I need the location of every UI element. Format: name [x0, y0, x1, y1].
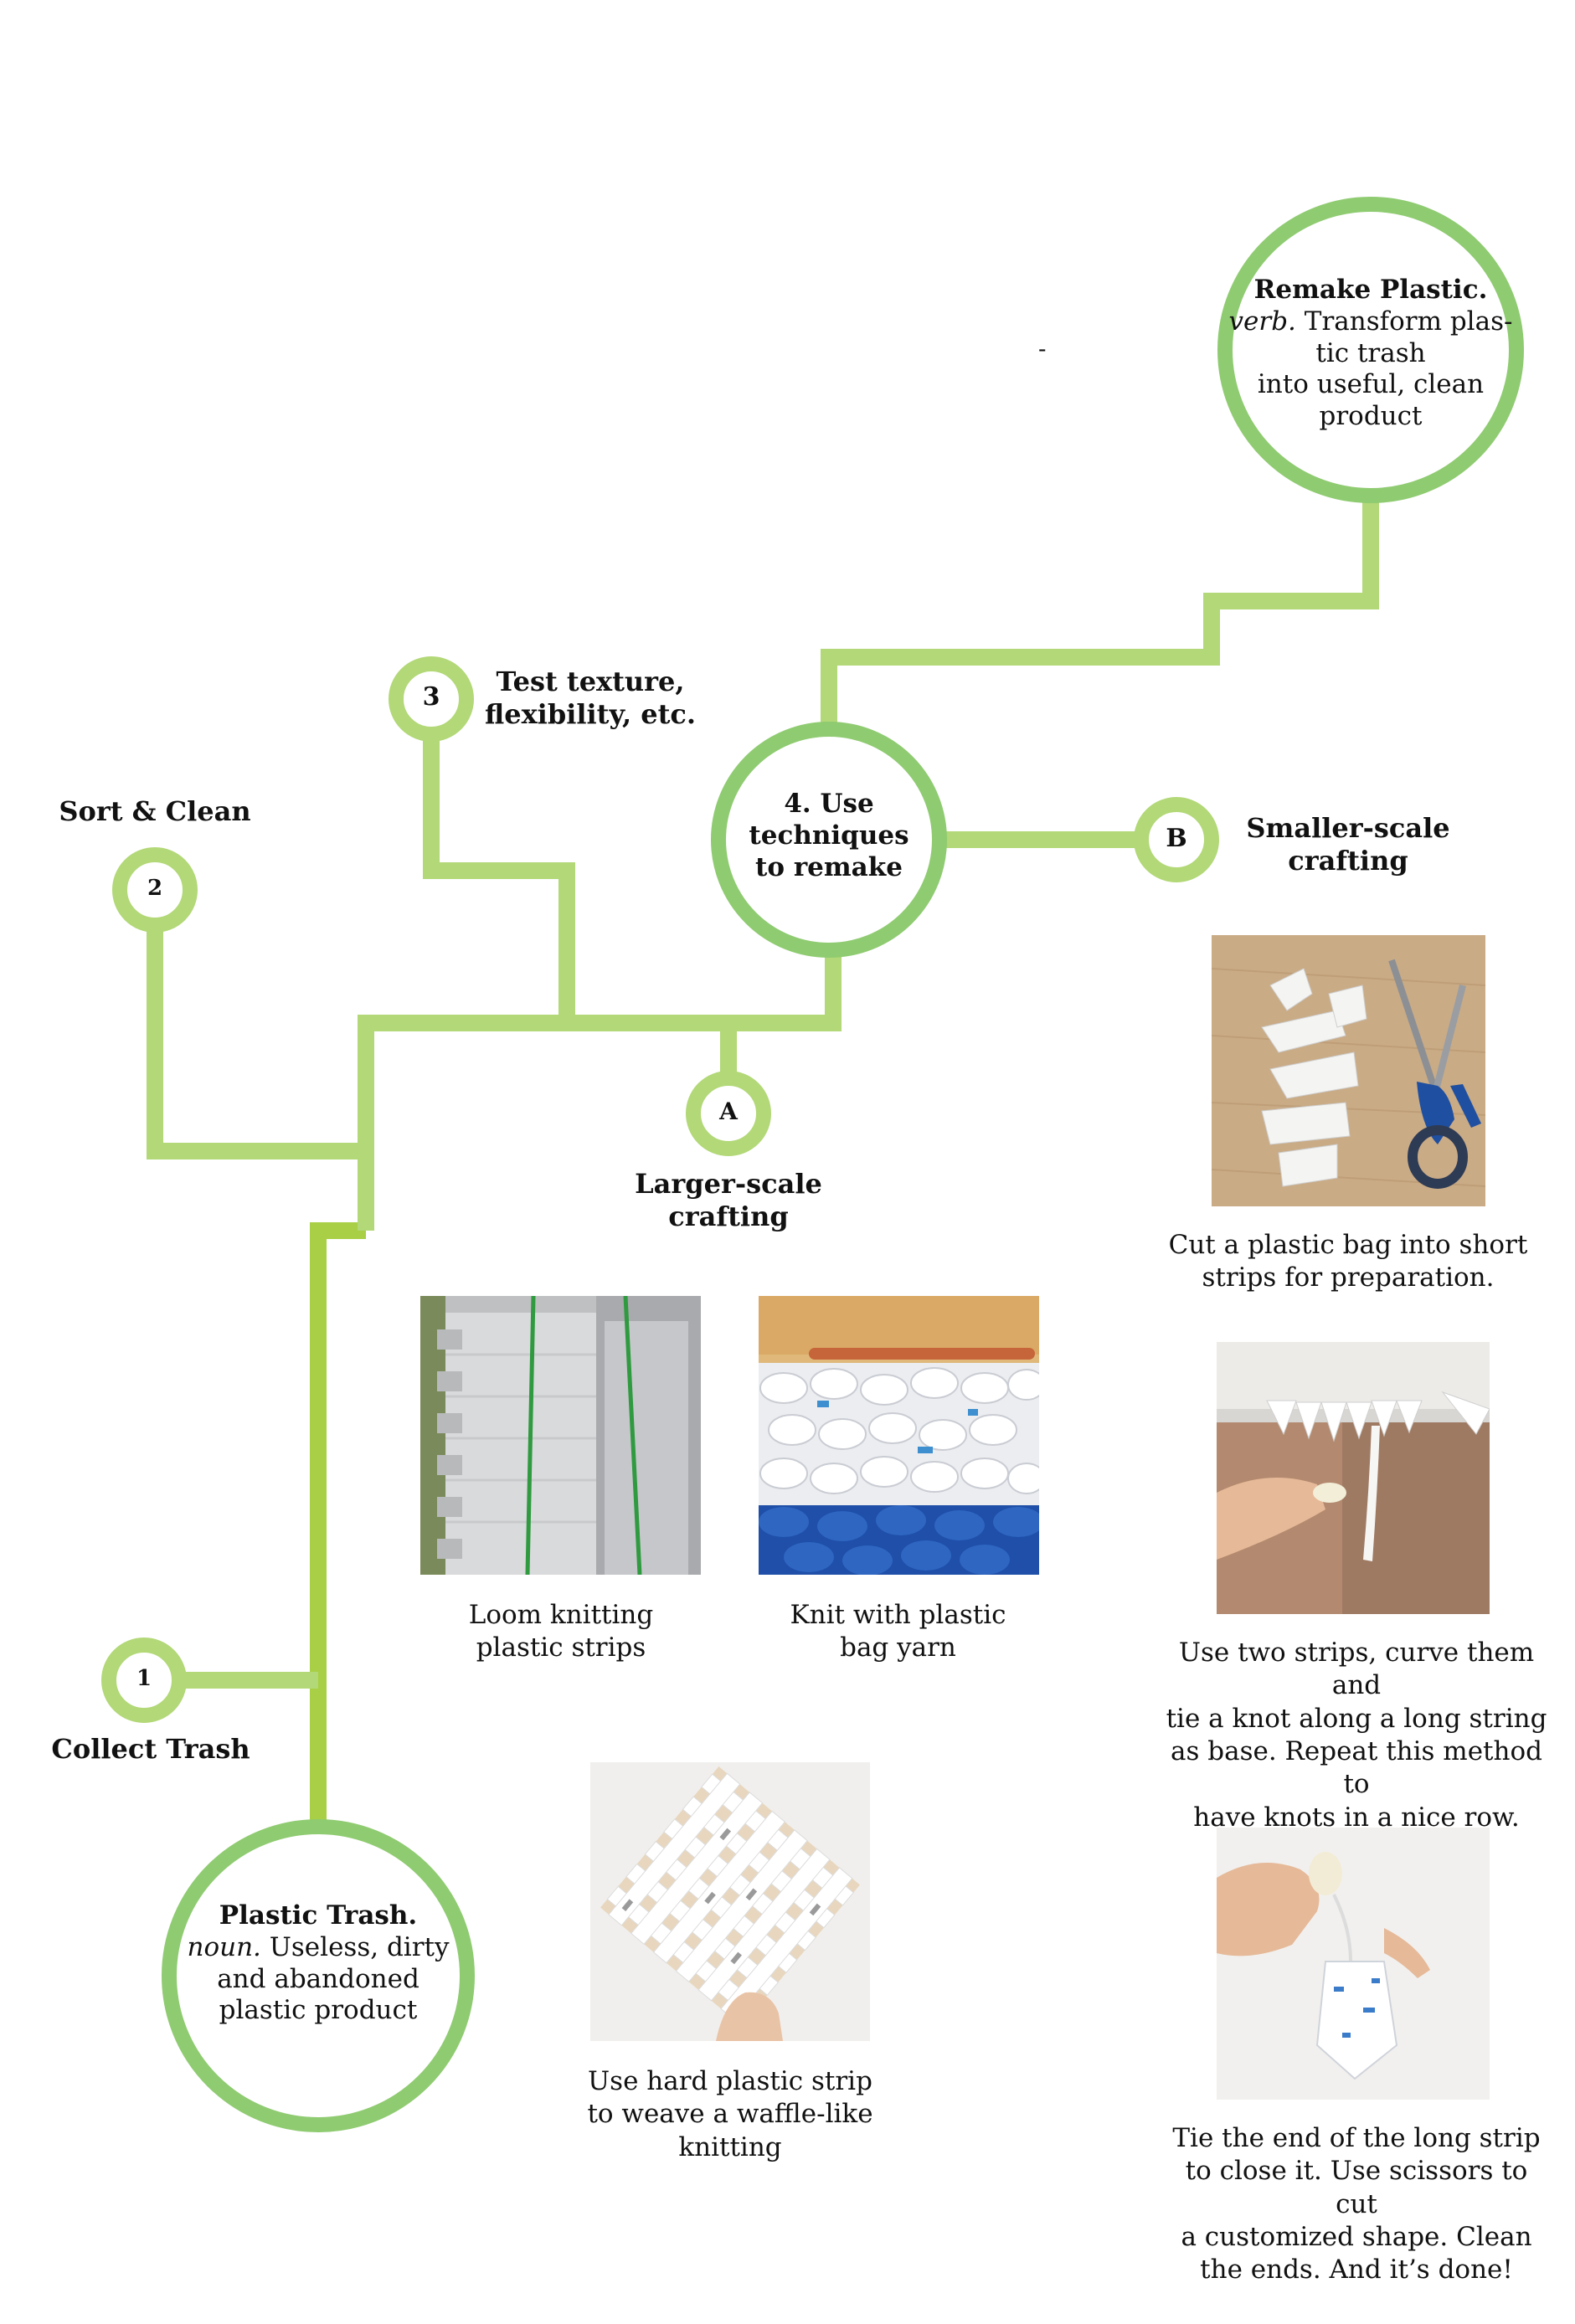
finish-caption-line4: the ends. And it’s done! — [1200, 2255, 1513, 2285]
circles — [101, 197, 1524, 2132]
finish-caption-line1: Tie the end of the long strip — [1172, 2123, 1541, 2153]
finish-caption-line2: to close it. Use scissors to cut — [1185, 2156, 1528, 2219]
start-definition: Plastic Trash. noun. Useless, dirty and … — [176, 1900, 461, 2027]
end-definition-line2: tic trash — [1315, 337, 1426, 368]
branchB-label-line2: crafting — [1288, 845, 1408, 877]
step3-circle — [389, 656, 474, 742]
branchA-label-line1: Larger-scale — [635, 1168, 822, 1200]
knot-caption: Use two strips, curve them and tie a kno… — [1164, 1637, 1549, 1834]
end-pos: verb. — [1228, 306, 1296, 337]
step2-circle — [112, 847, 198, 933]
start-definition-line2: and abandoned — [217, 1963, 419, 1994]
branchB-circle — [1134, 797, 1219, 882]
step1-circle — [101, 1638, 187, 1723]
step4-label-line1: 4. Use — [784, 789, 874, 819]
connector-lines — [147, 494, 1379, 1825]
loom-caption-line1: Loom knitting — [468, 1600, 654, 1630]
knot-caption-line3: as base. Repeat this method to — [1171, 1736, 1542, 1800]
finish-caption: Tie the end of the long strip to close i… — [1164, 2122, 1549, 2287]
cut-caption-line2: strips for preparation. — [1202, 1262, 1495, 1293]
knot-caption-line2: tie a knot along a long string — [1166, 1703, 1547, 1734]
branchA-circle — [686, 1071, 771, 1156]
trunk-join-line — [358, 925, 842, 1231]
knot-caption-line4: have knots in a nice row. — [1193, 1802, 1520, 1833]
end-title: Remake Plastic. — [1253, 275, 1488, 305]
end-definition-line3: into useful, clean — [1257, 369, 1485, 400]
start-title: Plastic Trash. — [219, 1900, 418, 1931]
step4-label: 4. Use techniques to remake — [737, 789, 921, 883]
knit-photo — [759, 1296, 1039, 1575]
trunk-line — [310, 1222, 366, 1825]
weave-photo — [590, 1762, 870, 2041]
end-definition-line1: verb. Transform plas- — [1225, 306, 1516, 338]
end-circle — [1217, 197, 1524, 503]
start-definition-line1: noun. Useless, dirty — [176, 1932, 461, 1964]
step2-label: Sort & Clean — [59, 795, 251, 827]
weave-caption-line1: Use hard plastic strip — [588, 2066, 872, 2096]
step3-label-line2: flexibility, etc. — [484, 698, 697, 731]
finished-tassel-photo — [1217, 1828, 1490, 2100]
step4-circle — [711, 722, 947, 958]
step4-label-line2: techniques — [749, 820, 909, 851]
cut-caption-line1: Cut a plastic bag into short — [1168, 1230, 1528, 1260]
step1-label: Collect Trash — [51, 1733, 250, 1765]
end-definition-line4: product — [1319, 401, 1423, 432]
knot-caption-line1: Use two strips, curve them and — [1178, 1638, 1535, 1701]
step3-branch-line — [423, 737, 575, 1023]
step2-number: 2 — [147, 876, 163, 901]
loom-photo — [420, 1296, 701, 1575]
loom-caption-line2: plastic strips — [476, 1632, 646, 1663]
step3-label: Test texture, flexibility, etc. — [477, 666, 703, 731]
stray-dash: - — [1038, 335, 1047, 362]
step1-number: 1 — [136, 1666, 152, 1691]
start-definition-line3: plastic product — [219, 1995, 418, 2026]
knit-caption: Knit with plastic bag yarn — [754, 1599, 1042, 1665]
weave-caption-line2: to weave a waffle-like — [587, 2099, 873, 2130]
knit-caption-line1: Knit with plastic — [790, 1600, 1006, 1630]
step3-label-line1: Test texture, — [496, 666, 685, 697]
branchB-label: Smaller-scale crafting — [1231, 812, 1465, 877]
knit-caption-line2: bag yarn — [840, 1632, 956, 1663]
weave-caption-line3: knitting — [678, 2131, 782, 2162]
finish-caption-line3: a customized shape. Clean — [1181, 2222, 1532, 2253]
start-circle — [162, 1819, 475, 2132]
branchB-label-line1: Smaller-scale — [1246, 812, 1450, 844]
branchA-letter: A — [719, 1098, 738, 1125]
step4-label-line3: to remake — [755, 851, 903, 882]
branchB-letter: B — [1166, 824, 1187, 853]
scissors-photo — [1212, 935, 1485, 1206]
loom-caption: Loom knitting plastic strips — [419, 1599, 703, 1665]
step2-branch-line — [147, 904, 366, 1159]
branchA-label-line2: crafting — [668, 1201, 789, 1233]
end-definition: Remake Plastic. verb. Transform plas- ti… — [1225, 275, 1516, 433]
start-pos: noun. — [187, 1931, 261, 1962]
step3-number: 3 — [422, 682, 440, 712]
to-end-line — [821, 494, 1379, 735]
end-def-text1: Transform plas- — [1295, 306, 1513, 337]
cut-caption: Cut a plastic bag into short strips for … — [1156, 1229, 1541, 1295]
start-def-text1: Useless, dirty — [260, 1931, 450, 1962]
weave-caption: Use hard plastic strip to weave a waffle… — [569, 2065, 891, 2164]
branchA-label: Larger-scale crafting — [620, 1168, 837, 1233]
knot-photo — [1217, 1342, 1490, 1614]
